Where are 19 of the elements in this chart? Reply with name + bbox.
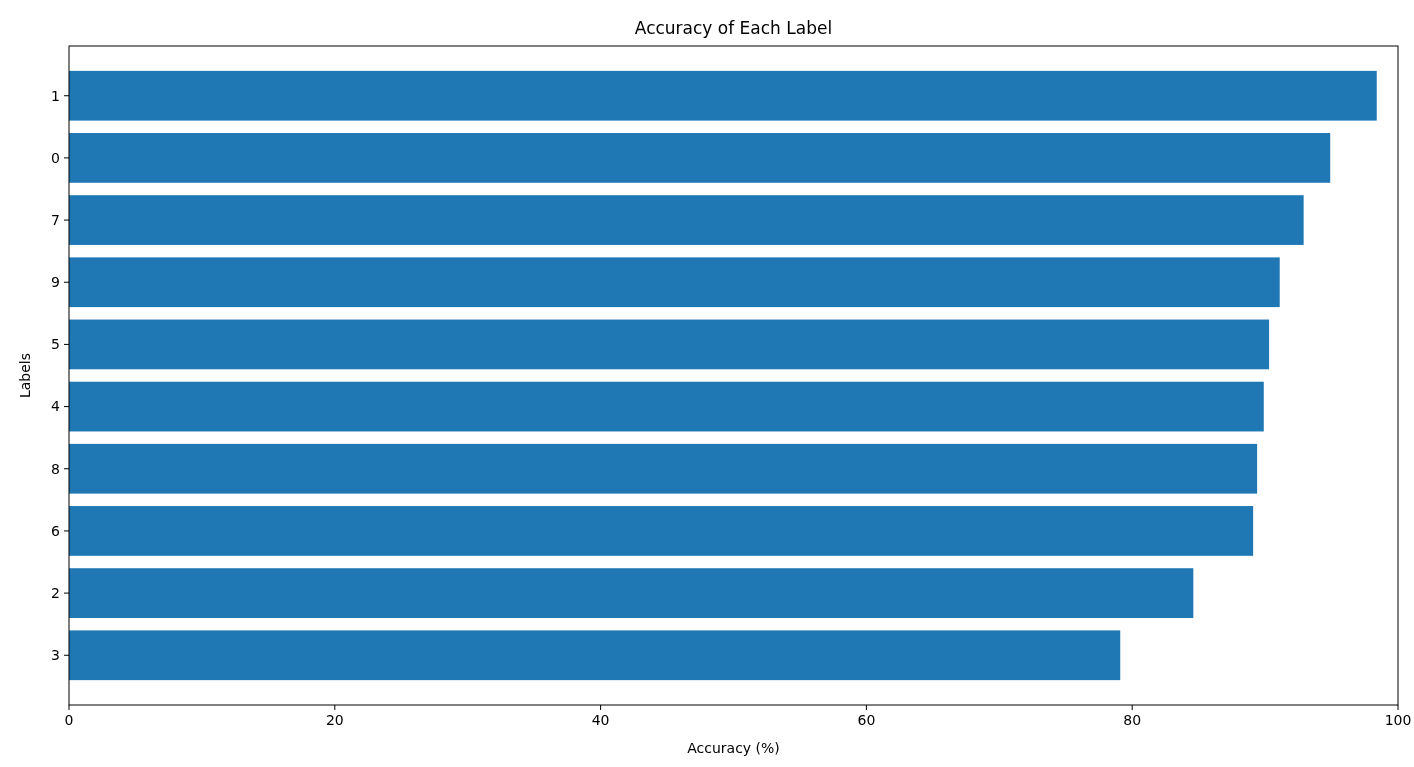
y-tick-label: 9 — [51, 274, 60, 291]
y-tick-label: 4 — [51, 398, 61, 415]
y-axis-title: Labels — [17, 352, 33, 399]
y-tick-label: 3 — [51, 647, 60, 664]
chart-title: Accuracy of Each Label — [634, 18, 833, 38]
y-tick-label: 2 — [51, 584, 60, 601]
y-tick-label: 8 — [51, 460, 60, 477]
x-tick-label: 20 — [325, 712, 344, 728]
x-tick-label: 60 — [857, 712, 876, 728]
x-tick-label: 80 — [1123, 712, 1142, 728]
x-axis-title: Accuracy (%) — [687, 740, 780, 756]
y-tick-label: 1 — [51, 87, 60, 104]
y-tick-label: 6 — [51, 522, 61, 539]
x-tick-label: 0 — [64, 712, 74, 728]
y-tick-label: 0 — [51, 149, 60, 166]
x-tick-label: 100 — [1384, 712, 1412, 728]
y-tick-label: 5 — [51, 336, 60, 353]
y-tick-label: 7 — [51, 211, 60, 228]
x-tick-label: 40 — [591, 712, 610, 728]
